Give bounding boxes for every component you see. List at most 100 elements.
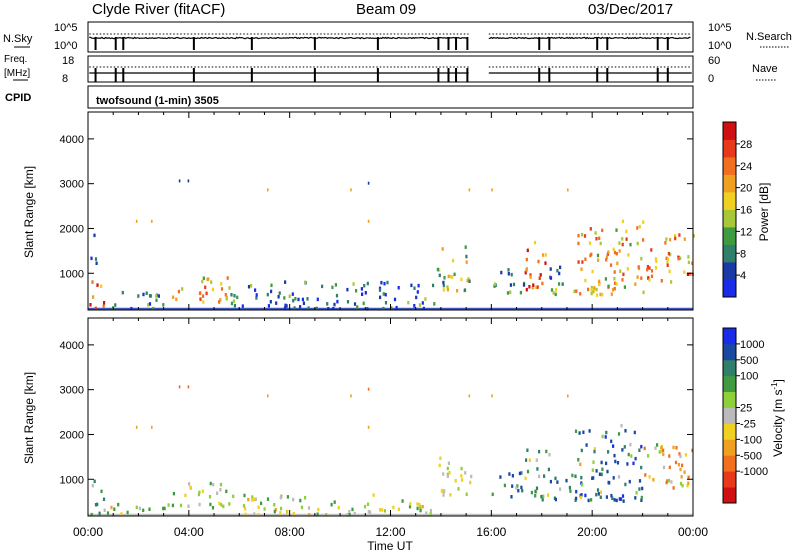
range-cell bbox=[241, 304, 244, 308]
range-cell bbox=[285, 304, 288, 308]
range-cell bbox=[397, 286, 400, 290]
range-cell bbox=[646, 265, 649, 269]
range-cell bbox=[219, 488, 222, 492]
power-y-axis: 1000 2000 3000 4000 bbox=[60, 134, 693, 280]
range-cell bbox=[546, 493, 550, 497]
freq-panel: Freq. [MHz] 18 8 60 0 Nave bbox=[4, 54, 778, 85]
range-cell bbox=[507, 268, 510, 272]
range-cell bbox=[142, 508, 145, 513]
range-cell bbox=[650, 274, 654, 278]
range-cell bbox=[232, 299, 236, 303]
range-cell bbox=[103, 301, 106, 305]
range-cell bbox=[609, 263, 613, 267]
cpid-frame bbox=[87, 85, 694, 109]
nsky-line bbox=[89, 36, 691, 40]
range-cell bbox=[205, 291, 208, 296]
range-cell bbox=[126, 510, 129, 515]
range-cell bbox=[592, 460, 595, 464]
range-cell bbox=[636, 241, 639, 246]
colorbar-tick-label: 1000 bbox=[740, 339, 764, 351]
range-cell bbox=[429, 508, 432, 513]
velocity-colorbar: 1000 500 100 25 -25 -100 -500 -1000 bbox=[722, 327, 768, 504]
range-cell bbox=[679, 256, 682, 260]
range-cell bbox=[461, 478, 464, 482]
range-cell bbox=[591, 290, 594, 294]
power-panel: 1000 2000 3000 4000 Slant Range [km] 4 8 12 16… bbox=[22, 111, 771, 311]
range-cell bbox=[584, 278, 587, 283]
range-cell bbox=[621, 237, 624, 241]
range-cell bbox=[224, 293, 227, 297]
range-cell bbox=[507, 272, 510, 276]
range-cell bbox=[577, 458, 580, 462]
range-cell bbox=[417, 283, 420, 288]
range-cell bbox=[520, 471, 523, 475]
range-cell bbox=[432, 283, 435, 288]
range-cell bbox=[612, 476, 615, 480]
range-cell bbox=[604, 435, 607, 439]
range-cell bbox=[624, 482, 627, 487]
range-cell bbox=[528, 285, 531, 289]
nsky-frame bbox=[87, 21, 694, 53]
range-cell bbox=[135, 505, 138, 510]
range-cell bbox=[267, 304, 270, 308]
range-cell bbox=[528, 458, 531, 462]
range-cell-isolated bbox=[491, 394, 493, 398]
range-cell bbox=[579, 292, 582, 296]
range-cell bbox=[233, 294, 236, 298]
range-cell bbox=[316, 297, 319, 302]
range-cell bbox=[667, 251, 670, 256]
colorbar-tick-label: 500 bbox=[740, 355, 758, 367]
colorbar-tick-label: 4 bbox=[740, 270, 746, 282]
range-cell bbox=[157, 294, 160, 298]
colorbar-segment bbox=[723, 391, 736, 408]
range-cell-isolated bbox=[135, 219, 138, 223]
range-cell bbox=[299, 305, 302, 309]
range-cell bbox=[96, 283, 99, 287]
range-cell bbox=[677, 462, 680, 467]
range-cell bbox=[648, 475, 651, 479]
range-cell bbox=[418, 303, 421, 307]
range-cell bbox=[452, 258, 455, 263]
range-cell bbox=[644, 473, 647, 477]
range-cell bbox=[573, 289, 576, 294]
range-cell bbox=[93, 479, 96, 484]
range-cell bbox=[348, 513, 351, 517]
range-cell bbox=[554, 292, 557, 297]
range-cell bbox=[421, 504, 424, 509]
range-cell bbox=[255, 296, 258, 300]
range-cell bbox=[578, 431, 581, 435]
velocity-colorbar-label-main: Velocity [m s bbox=[771, 390, 785, 457]
range-cell bbox=[635, 491, 638, 495]
range-cell bbox=[378, 288, 382, 292]
range-cell bbox=[260, 501, 263, 506]
cpid-panel: CPID twofsound (1-min) 3505 bbox=[5, 85, 694, 109]
range-cell bbox=[590, 288, 593, 292]
range-cell bbox=[640, 495, 643, 500]
range-cell bbox=[597, 258, 600, 262]
range-cell bbox=[407, 300, 410, 305]
range-cell bbox=[270, 283, 273, 288]
range-cell bbox=[672, 445, 675, 450]
range-cell bbox=[646, 268, 649, 272]
range-cell bbox=[382, 292, 385, 296]
range-cell bbox=[446, 474, 449, 478]
nave-tick-top: 60 bbox=[708, 55, 720, 67]
range-cell bbox=[638, 224, 641, 229]
range-cell bbox=[525, 257, 528, 262]
range-cell bbox=[686, 272, 689, 276]
range-cell bbox=[202, 294, 205, 298]
range-cell bbox=[356, 305, 359, 309]
range-cell bbox=[253, 497, 256, 502]
range-cell bbox=[579, 495, 583, 500]
range-cell bbox=[413, 304, 416, 308]
range-cell bbox=[662, 452, 665, 457]
range-cell bbox=[286, 509, 289, 514]
range-cell bbox=[409, 502, 412, 506]
colorbar-tick-label: 24 bbox=[740, 161, 752, 173]
range-cell bbox=[202, 276, 205, 280]
range-cell-isolated bbox=[367, 219, 370, 223]
range-cell bbox=[596, 488, 600, 492]
range-cell bbox=[436, 267, 439, 272]
range-cell bbox=[598, 282, 601, 287]
range-cell bbox=[451, 275, 454, 279]
